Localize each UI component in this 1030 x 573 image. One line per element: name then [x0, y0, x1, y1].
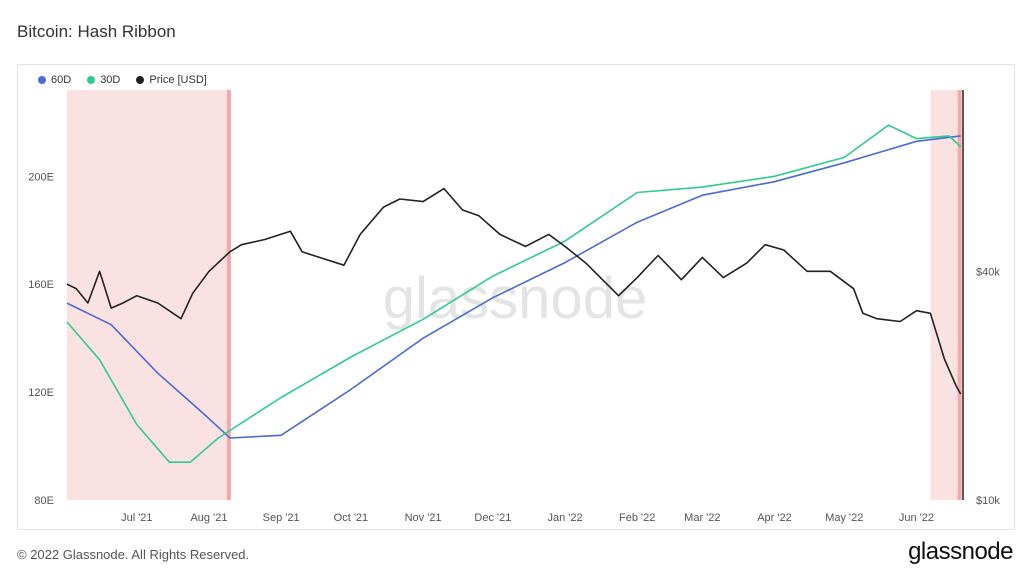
y-right-tick-label: $10k	[976, 495, 1000, 507]
brand-logo: glassnode	[908, 538, 1013, 565]
x-tick-label: Jul '21	[121, 512, 152, 524]
copyright-text: © 2022 Glassnode. All Rights Reserved.	[17, 547, 250, 562]
legend-item-30d[interactable]: 30D	[87, 74, 120, 86]
series-line-60d	[66, 135, 961, 439]
legend: 60D 30D Price [USD]	[38, 74, 207, 86]
legend-dot-30d	[87, 76, 96, 84]
y-right-tick-label: $40k	[976, 266, 1000, 278]
legend-label-60d: 60D	[51, 74, 72, 86]
chart-title: Bitcoin: Hash Ribbon	[17, 22, 176, 41]
legend-dot-60d	[38, 76, 46, 84]
x-tick-label: May '22	[825, 512, 863, 524]
x-tick-label: Feb '22	[619, 512, 655, 524]
legend-dot-price	[136, 76, 145, 84]
legend-item-60d[interactable]: 60D	[38, 74, 71, 86]
legend-label-price: Price [USD]	[149, 74, 207, 86]
capitulation-band-0	[67, 90, 230, 500]
capitulation-band-1	[930, 90, 961, 500]
capitulation-band-edge-0	[226, 90, 231, 500]
series-line-price	[66, 187, 962, 395]
y-left-tick-label: 160E	[28, 279, 54, 291]
capitulation-band-edge-1	[957, 90, 962, 500]
x-tick-label: Mar '22	[684, 512, 720, 524]
x-tick-label: Oct '21	[334, 512, 369, 524]
y-left-tick-label: 120E	[28, 387, 54, 399]
legend-item-price[interactable]: Price [USD]	[136, 74, 207, 86]
x-tick-label: Sep '21	[263, 512, 300, 524]
series-line-30d	[66, 124, 962, 464]
x-tick-label: Jan '22	[547, 512, 582, 524]
x-tick-label: Jun '22	[899, 512, 934, 524]
x-tick-label: Apr '22	[757, 512, 792, 524]
y-left-tick-label: 200E	[28, 171, 54, 183]
legend-label-30d: 30D	[100, 74, 121, 86]
x-tick-label: Dec '21	[474, 512, 511, 524]
y-left-tick-label: 80E	[34, 495, 54, 507]
x-tick-label: Aug '21	[190, 512, 227, 524]
x-tick-label: Nov '21	[405, 512, 442, 524]
watermark-text: glassnode	[383, 266, 647, 331]
